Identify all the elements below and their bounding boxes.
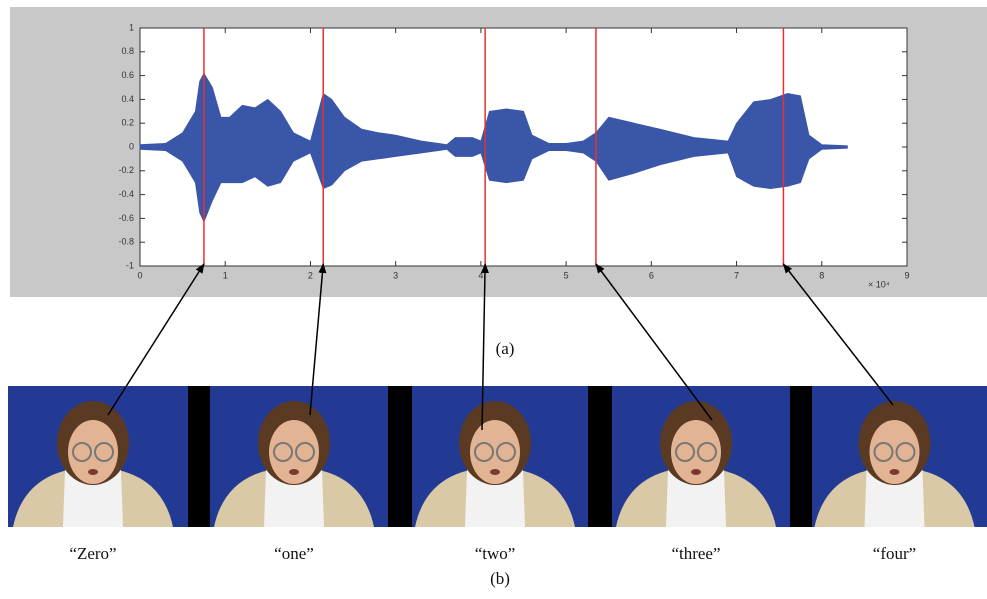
mouth [890, 469, 900, 475]
figure: × 10⁴ (a) (b) -1 -0.8 -0.6 -0.4 -0.2 0 0.2 0.4 0… [0, 0, 987, 599]
caption-a: (a) [496, 339, 515, 358]
y-tick-label: -0.4 [118, 189, 134, 199]
x-multiplier: × 10⁴ [868, 279, 890, 289]
y-tick-label: 0.6 [121, 70, 134, 80]
frame-label: “three” [671, 544, 720, 563]
frame-label: “Zero” [69, 544, 116, 563]
x-tick-label: 5 [564, 270, 569, 280]
y-tick-label: -0.2 [118, 165, 134, 175]
frame-label: “one” [274, 544, 314, 563]
mouth [691, 469, 701, 475]
video-frame [210, 386, 388, 527]
y-tick-label: -0.8 [118, 237, 134, 247]
x-tick-label: 6 [649, 270, 654, 280]
video-frame [412, 386, 588, 527]
y-tick-label: 0.8 [121, 46, 134, 56]
y-tick-label: 0.2 [121, 118, 134, 128]
y-tick-label: -1 [126, 260, 134, 270]
mouth [289, 469, 299, 475]
y-tick-label: 0 [129, 141, 134, 151]
x-tick-label: 9 [904, 270, 909, 280]
y-tick-label: 1 [129, 22, 134, 32]
frame-label: “two” [475, 544, 516, 563]
mouth [88, 469, 98, 475]
x-tick-label: 2 [308, 270, 313, 280]
mouth [490, 469, 500, 475]
y-tick-label: -0.6 [118, 213, 134, 223]
x-tick-label: 8 [819, 270, 824, 280]
x-tick-label: 7 [734, 270, 739, 280]
x-tick-label: 4 [478, 270, 483, 280]
x-tick-label: 3 [393, 270, 398, 280]
y-tick-label: 0.4 [121, 94, 134, 104]
page: × 10⁴ (a) (b) -1 -0.8 -0.6 -0.4 -0.2 0 0.2 0.4 0… [0, 0, 987, 599]
frames [8, 386, 987, 527]
video-frame [812, 386, 987, 527]
video-frame [612, 386, 790, 527]
x-tick-label: 0 [137, 270, 142, 280]
x-tick-label: 1 [223, 270, 228, 280]
caption-b: (b) [490, 569, 510, 588]
video-frame [8, 386, 188, 527]
frame-label: “four” [873, 544, 916, 563]
